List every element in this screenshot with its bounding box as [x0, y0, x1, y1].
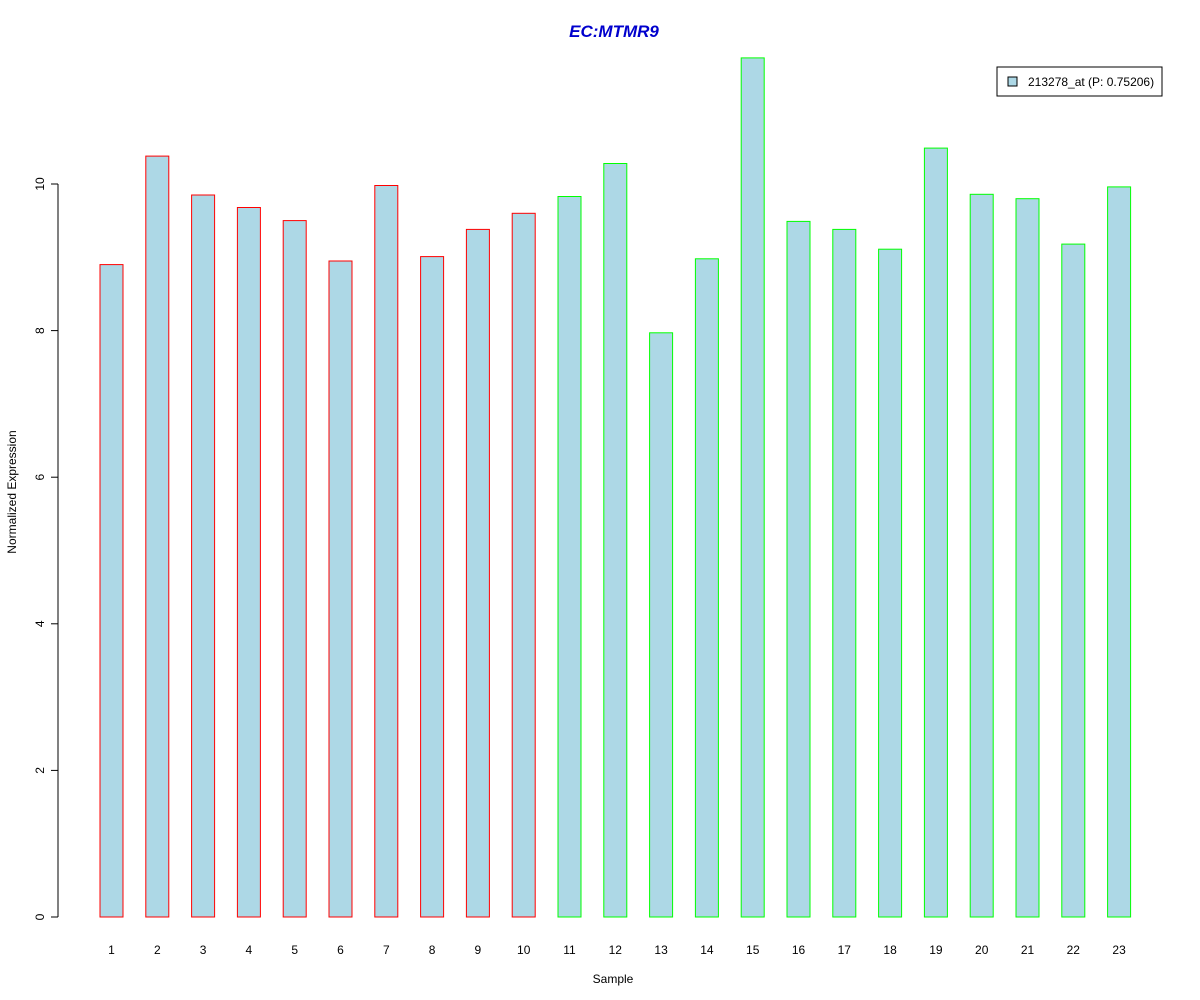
bar-sample-12 [603, 163, 628, 918]
x-tick-label: 15 [746, 943, 760, 957]
y-tick-label: 2 [33, 767, 47, 774]
y-tick-label: 10 [33, 177, 47, 191]
chart-title: EC:MTMR9 [569, 22, 659, 41]
bar-sample-16 [786, 220, 811, 918]
bar-sample-5 [282, 220, 307, 918]
bar-sample-23 [1107, 186, 1132, 918]
bar-sample-14 [694, 258, 719, 918]
x-tick-label: 17 [838, 943, 852, 957]
x-tick-label: 4 [246, 943, 253, 957]
x-tick-label: 8 [429, 943, 436, 957]
x-axis-title: Sample [593, 972, 634, 986]
y-axis-title: Normalized Expression [5, 430, 19, 553]
x-tick-label: 3 [200, 943, 207, 957]
bar-sample-7 [374, 185, 399, 918]
bar-sample-17 [832, 228, 857, 918]
x-tick-labels: 1 2 3 4 5 6 7 8 9 10 11 12 13 14 15 16 17 18 19 20 21 22 23 [108, 943, 1126, 957]
x-tick-label: 22 [1067, 943, 1081, 957]
x-tick-label: 5 [291, 943, 298, 957]
legend-swatch [1007, 76, 1018, 87]
bar-sample-21 [1015, 198, 1040, 918]
bars-group [99, 57, 1132, 918]
x-tick-label: 16 [792, 943, 806, 957]
x-tick-label: 20 [975, 943, 989, 957]
x-tick-label: 11 [563, 943, 576, 957]
legend-box [996, 66, 1163, 97]
x-tick-label: 14 [700, 943, 714, 957]
x-tick-label: 19 [929, 943, 943, 957]
x-tick-label: 18 [883, 943, 897, 957]
y-tick-label: 8 [33, 327, 47, 334]
bar-sample-1 [99, 264, 124, 918]
x-tick-label: 13 [654, 943, 668, 957]
x-tick-label: 7 [383, 943, 390, 957]
legend-label: 213278_at (P: 0.75206) [1028, 75, 1154, 89]
bar-sample-11 [557, 196, 582, 918]
bar-sample-8 [420, 256, 445, 918]
x-tick-label: 9 [475, 943, 482, 957]
bar-sample-18 [878, 248, 903, 918]
y-tick-label: 4 [33, 620, 47, 627]
x-tick-label: 2 [154, 943, 161, 957]
x-tick-label: 10 [517, 943, 531, 957]
bar-sample-4 [236, 207, 261, 918]
legend: 213278_at (P: 0.75206) [996, 66, 1163, 97]
x-tick-label: 6 [337, 943, 344, 957]
bar-sample-13 [649, 332, 674, 918]
y-axis: 0 2 4 6 8 10 [33, 177, 59, 920]
bar-sample-20 [969, 193, 994, 918]
bar-sample-3 [191, 194, 216, 918]
x-tick-label: 12 [609, 943, 623, 957]
bar-sample-10 [511, 212, 536, 918]
bar-sample-6 [328, 260, 353, 918]
bar-sample-19 [923, 147, 948, 918]
bar-sample-22 [1061, 243, 1086, 918]
bar-sample-15 [740, 57, 765, 918]
y-tick-label: 0 [33, 913, 47, 920]
x-tick-label: 21 [1021, 943, 1035, 957]
x-tick-label: 1 [108, 943, 115, 957]
y-tick-label: 6 [33, 474, 47, 481]
bar-sample-9 [465, 228, 490, 918]
bar-sample-2 [145, 155, 170, 918]
x-tick-label: 23 [1112, 943, 1126, 957]
